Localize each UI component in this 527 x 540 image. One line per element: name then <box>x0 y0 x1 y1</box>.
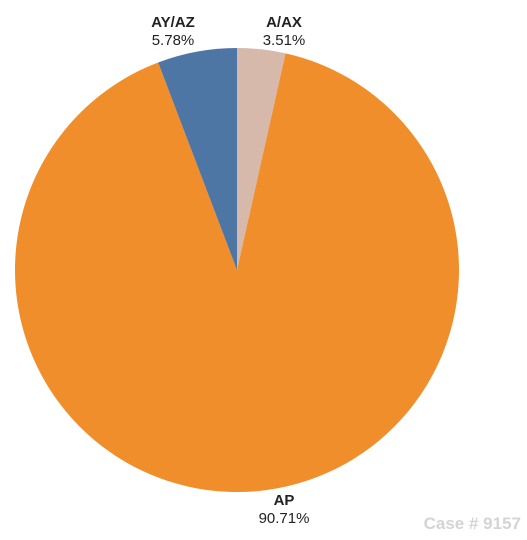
slice-label-ay-az: AY/AZ <box>151 14 195 31</box>
slice-percent-a-ax: 3.51% <box>263 32 306 49</box>
slice-label-a-ax: A/AX <box>266 14 302 31</box>
pie-slice-ay-az <box>158 48 237 270</box>
slice-label-ap: AP <box>274 492 295 509</box>
pie-slices <box>14 48 459 493</box>
pie-slice-a-ax <box>237 48 286 270</box>
slice-percent-ap: 90.71% <box>259 510 310 527</box>
pie-slice-ap <box>14 53 459 493</box>
case-watermark: Case # 9157 <box>423 514 521 533</box>
slice-percent-ay-az: 5.78% <box>152 32 195 49</box>
